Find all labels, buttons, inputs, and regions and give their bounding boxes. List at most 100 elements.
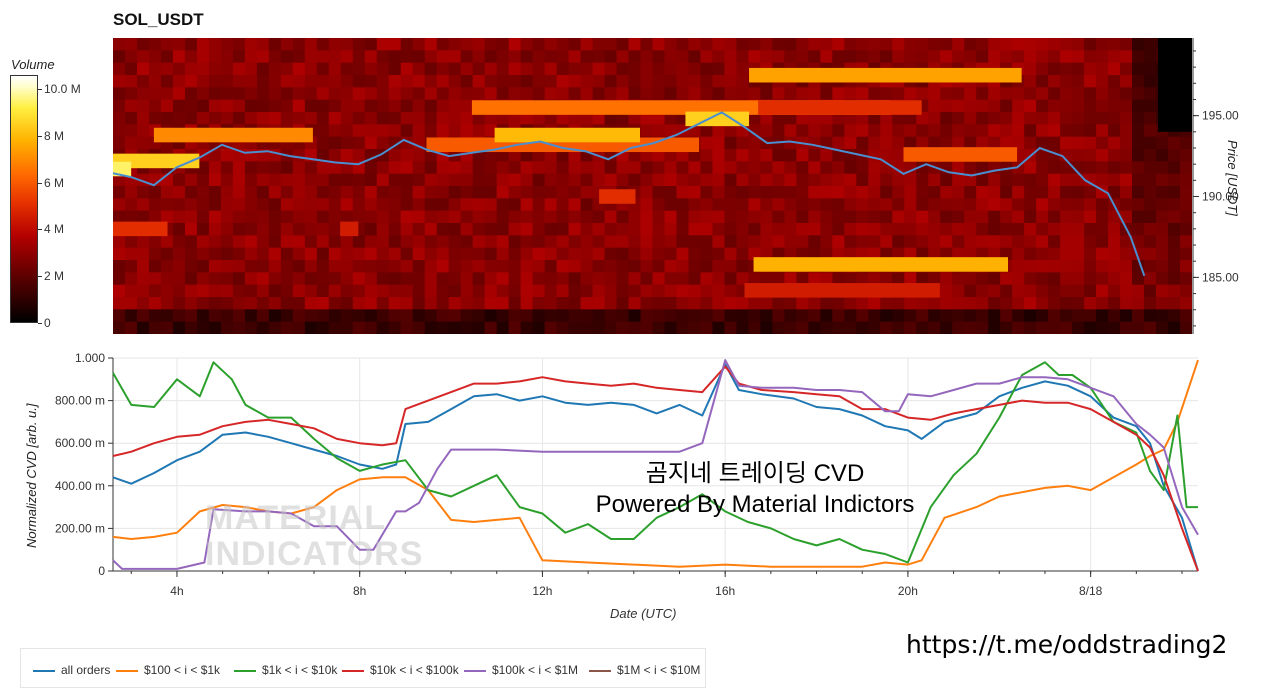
heatmap-cell — [113, 124, 126, 138]
heatmap-cell — [316, 75, 330, 88]
heatmap-cell — [292, 309, 306, 323]
legend-item[interactable]: $10k < i < $100k — [342, 663, 459, 677]
heatmap-cell — [232, 198, 246, 212]
heatmap-cell — [592, 87, 606, 101]
heatmap-cell — [796, 38, 809, 51]
heatmap-cell — [640, 112, 654, 125]
heatmap-cell — [880, 297, 893, 310]
legend-label: $1M < i < $10M — [617, 663, 701, 677]
heatmap-cell — [640, 247, 654, 261]
heatmap-cell — [808, 124, 821, 138]
heatmap-cell — [316, 247, 330, 261]
heatmap-cell — [496, 186, 510, 199]
heatmap-cell — [652, 62, 666, 76]
heatmap-cell — [268, 186, 282, 199]
heatmap-cell — [1168, 136, 1181, 150]
cvd-y-tick-label: 600.00 m — [55, 436, 105, 450]
liquidity-heatmap[interactable] — [113, 38, 1192, 334]
heatmap-cell — [113, 284, 126, 298]
heatmap-cell — [580, 272, 594, 286]
heatmap-cell — [1132, 198, 1145, 212]
heatmap-cell — [364, 124, 378, 138]
heatmap-cell — [796, 161, 809, 175]
heatmap-cell — [1036, 309, 1049, 323]
heatmap-cell — [580, 173, 594, 187]
heatmap-cell — [136, 75, 150, 88]
heatmap-cell — [928, 210, 941, 224]
heatmap-cell — [556, 149, 570, 162]
heatmap-cell — [556, 87, 570, 101]
heatmap-cell — [352, 112, 366, 125]
legend-item[interactable]: all orders — [33, 663, 110, 677]
heatmap-cell — [676, 247, 690, 261]
heatmap-cell — [292, 62, 306, 76]
liquidity-band — [494, 127, 641, 143]
heatmap-cell — [1168, 321, 1181, 334]
heatmap-cell — [412, 99, 426, 113]
heatmap-cell — [664, 223, 678, 236]
heatmap-cell — [316, 50, 330, 64]
heatmap-cell — [1072, 260, 1085, 273]
heatmap-cell — [604, 321, 618, 334]
heatmap-cell — [796, 297, 809, 310]
heatmap-cell — [892, 124, 905, 138]
telegram-link[interactable]: https://t.me/oddstrading2 — [906, 630, 1228, 659]
heatmap-cell — [640, 321, 654, 334]
legend-item[interactable]: $1M < i < $10M — [589, 663, 700, 677]
heatmap-cell — [676, 272, 690, 286]
heatmap-cell — [208, 112, 222, 125]
heatmap-cell — [424, 87, 438, 101]
heatmap-cell — [436, 235, 450, 249]
heatmap-cell — [652, 112, 666, 125]
heatmap-cell — [136, 260, 150, 273]
heatmap-cell — [352, 198, 366, 212]
heatmap-cell — [652, 223, 666, 236]
heatmap-cell — [760, 124, 773, 138]
legend-item[interactable]: $1k < i < $10k — [234, 663, 337, 677]
heatmap-cell — [340, 321, 354, 334]
heatmap-cell — [388, 50, 402, 64]
heatmap-cell — [616, 235, 630, 249]
heatmap-cell — [544, 247, 558, 261]
heatmap-cell — [304, 112, 318, 125]
heatmap-cell — [160, 112, 174, 125]
heatmap-cell — [988, 124, 1001, 138]
legend-item[interactable]: $100 < i < $1k — [116, 663, 220, 677]
heatmap-cell — [220, 50, 234, 64]
heatmap-cell — [268, 87, 282, 101]
heatmap-cell — [424, 223, 438, 236]
heatmap-cell — [1168, 260, 1181, 273]
heatmap-cell — [244, 284, 258, 298]
heatmap-cell — [232, 99, 246, 113]
heatmap-cell — [1000, 173, 1013, 187]
heatmap-cell — [736, 309, 750, 323]
heatmap-cell — [364, 149, 378, 162]
heatmap-cell — [136, 62, 150, 76]
heatmap-cell — [484, 112, 498, 125]
heatmap-cell — [772, 223, 785, 236]
heatmap-cell — [1120, 272, 1133, 286]
heatmap-cell — [268, 223, 282, 236]
heatmap-cell — [544, 87, 558, 101]
heatmap-cell — [724, 284, 738, 298]
legend-item[interactable]: $100k < i < $1M — [464, 663, 578, 677]
heatmap-cell — [820, 124, 833, 138]
heatmap-cell — [160, 75, 174, 88]
heatmap-cell — [1048, 272, 1061, 286]
heatmap-cell — [688, 272, 702, 286]
heatmap-cell — [904, 136, 917, 150]
heatmap-cell — [496, 247, 510, 261]
heatmap-cell — [928, 38, 941, 51]
heatmap-cell — [1048, 75, 1061, 88]
heatmap-cell — [604, 297, 618, 310]
heatmap-cell — [1108, 87, 1121, 101]
heatmap-cell — [592, 247, 606, 261]
heatmap-cell — [148, 210, 162, 224]
heatmap-cell — [580, 309, 594, 323]
heatmap-cell — [760, 87, 773, 101]
heatmap-cell — [1048, 235, 1061, 249]
heatmap-cell — [832, 321, 845, 334]
heatmap-cell — [328, 124, 342, 138]
cvd-series-line — [112, 361, 1198, 564]
